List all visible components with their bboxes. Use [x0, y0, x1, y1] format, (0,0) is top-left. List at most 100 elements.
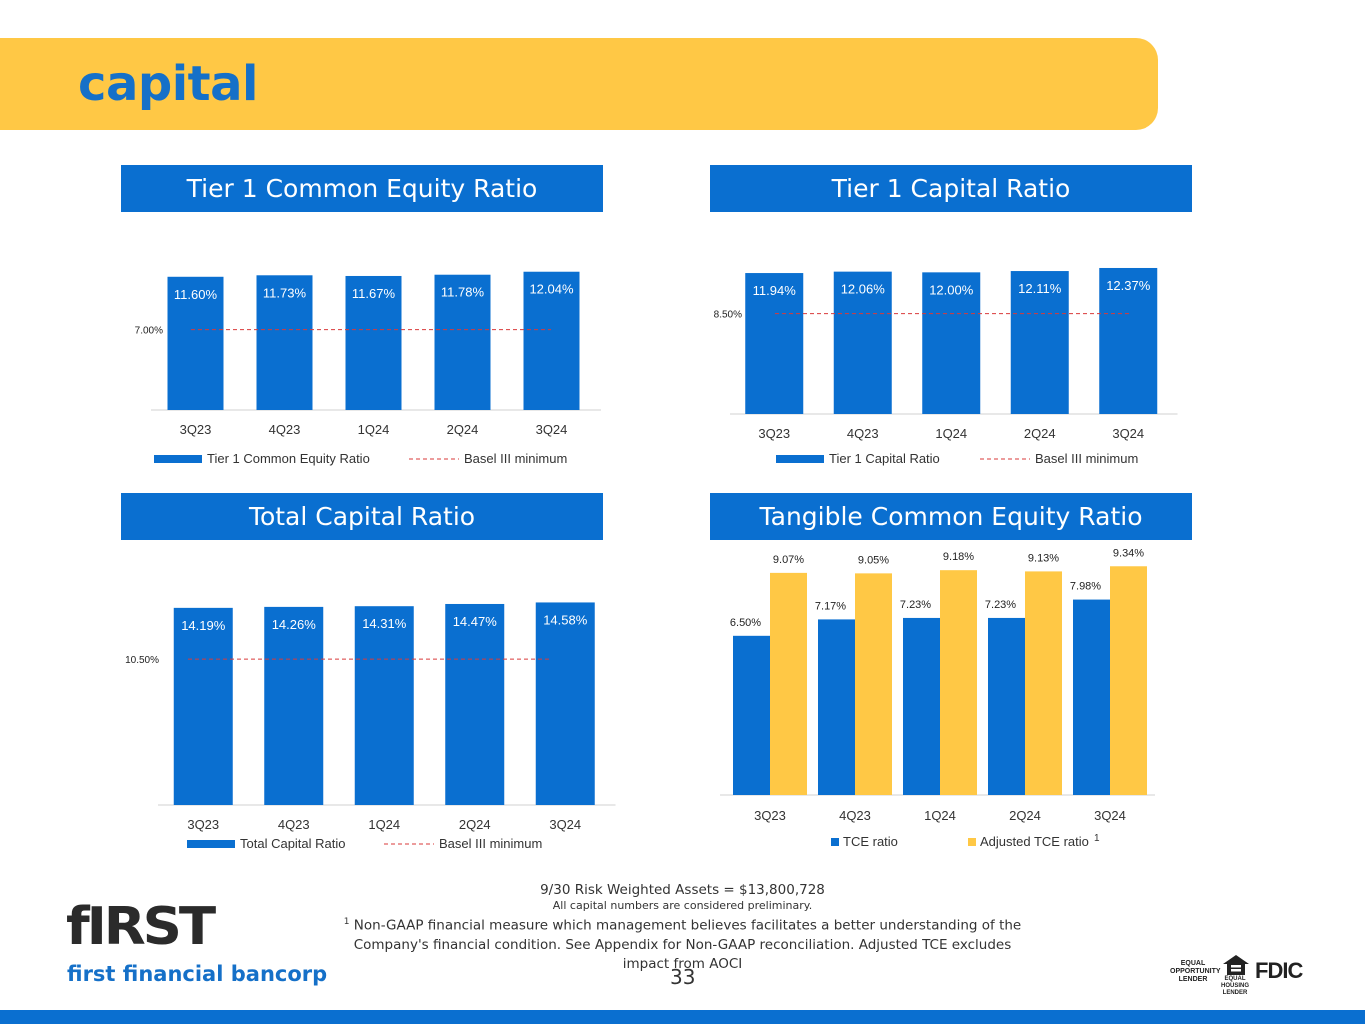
bar: [523, 271, 580, 410]
data-label: 9.05%: [858, 554, 889, 566]
legend-swatch: [187, 840, 235, 848]
x-tick-label: 3Q24: [1094, 808, 1126, 823]
chart-title-tier1-capital: Tier 1 Capital Ratio: [710, 165, 1192, 212]
data-label: 14.47%: [453, 614, 498, 629]
x-tick-label: 3Q24: [536, 422, 568, 437]
x-tick-label: 1Q24: [368, 817, 400, 832]
data-label: 14.58%: [543, 612, 588, 627]
data-label: 9.07%: [773, 554, 804, 566]
bar: [1025, 571, 1062, 795]
data-label: 11.78%: [441, 285, 485, 300]
fdic-badge: FDIC: [1255, 958, 1303, 983]
data-label: 11.73%: [263, 285, 307, 300]
legend-swatch: [831, 838, 839, 846]
data-label: 12.37%: [1106, 278, 1151, 293]
footnote-rwa: 9/30 Risk Weighted Assets = $13,800,728: [540, 882, 825, 898]
x-tick-label: 3Q24: [549, 817, 581, 832]
legend-label: Tier 1 Capital Ratio: [829, 451, 940, 466]
equal-housing-lender-badge: EQUAL HOUSING LENDER: [1220, 976, 1249, 996]
chart-title-tce: Tangible Common Equity Ratio: [710, 493, 1192, 540]
x-tick-label: 3Q23: [758, 426, 790, 441]
bar: [445, 603, 505, 805]
data-label: 7.23%: [900, 599, 931, 611]
chart-tier1-common-equity: 11.60% 3Q23 11.73% 4Q23 11.67% 1Q24 11.78% 2Q24…: [135, 271, 601, 466]
page-title: capital: [78, 56, 258, 112]
x-tick-label: 3Q23: [180, 422, 212, 437]
legend-swatch: [776, 455, 824, 463]
footnote-non-gaap-text: Non-GAAP financial measure which managem…: [349, 917, 1022, 972]
company-logo-name: first financial bancorp: [67, 962, 328, 986]
bar: [733, 635, 770, 795]
bar: [922, 272, 981, 414]
bar: [855, 573, 892, 795]
data-label: 6.50%: [730, 617, 761, 629]
x-tick-label: 1Q24: [935, 426, 967, 441]
chart-title-tier1-common: Tier 1 Common Equity Ratio: [121, 165, 603, 212]
footnote-non-gaap: 1 Non-GAAP financial measure which manag…: [330, 913, 1035, 974]
data-label: 9.18%: [943, 551, 974, 563]
data-label: 12.11%: [1018, 281, 1062, 296]
legend-label: Basel III minimum: [1035, 451, 1138, 466]
bar: [988, 617, 1025, 795]
bar: [173, 607, 233, 805]
bar: [434, 274, 491, 410]
bar: [770, 572, 807, 795]
data-label: 12.04%: [529, 282, 574, 297]
x-tick-label: 4Q23: [839, 808, 871, 823]
company-logo-wordmark: fIRST: [66, 897, 216, 957]
footnote-preliminary: All capital numbers are considered preli…: [552, 899, 813, 912]
data-label: 7.23%: [985, 599, 1016, 611]
reference-line-label: 8.50%: [714, 310, 742, 321]
x-tick-label: 3Q23: [187, 817, 219, 832]
bar: [745, 273, 804, 414]
bar: [345, 275, 402, 410]
x-tick-label: 2Q24: [459, 817, 491, 832]
data-label: 7.98%: [1070, 581, 1101, 593]
footnote-marker: 1: [343, 917, 350, 927]
x-tick-label: 4Q23: [269, 422, 301, 437]
legend-superscript: 1: [1094, 833, 1100, 844]
legend-label: Tier 1 Common Equity Ratio: [207, 451, 370, 466]
data-label: 11.67%: [352, 286, 396, 301]
bar: [903, 617, 940, 795]
chart-tier1-capital: 11.94% 3Q23 12.06% 4Q23 12.00% 1Q24 12.11% 2Q24…: [714, 267, 1178, 466]
legend-swatch: [968, 838, 976, 846]
bar: [264, 606, 324, 805]
x-tick-label: 2Q24: [1009, 808, 1041, 823]
page-number: 33: [670, 965, 696, 989]
data-label: 11.94%: [753, 283, 797, 298]
equal-housing-icon: [1223, 955, 1249, 975]
bar: [833, 271, 892, 414]
data-label: 14.26%: [272, 617, 317, 632]
x-tick-label: 1Q24: [924, 808, 956, 823]
data-label: 11.60%: [174, 287, 218, 302]
x-tick-label: 4Q23: [847, 426, 879, 441]
x-tick-label: 2Q24: [1024, 426, 1056, 441]
header-band: [0, 38, 1158, 130]
legend-label: TCE ratio: [843, 834, 898, 849]
reference-line-label: 7.00%: [135, 326, 163, 337]
data-label: 9.13%: [1028, 552, 1059, 564]
x-tick-label: 1Q24: [358, 422, 390, 437]
legend-label: Total Capital Ratio: [240, 836, 346, 851]
bar: [1110, 566, 1147, 795]
data-label: 9.34%: [1113, 547, 1144, 559]
x-tick-label: 2Q24: [447, 422, 479, 437]
x-tick-label: 3Q23: [754, 808, 786, 823]
legend-label: Basel III minimum: [439, 836, 542, 851]
data-label: 12.06%: [841, 282, 886, 297]
legend-label: Basel III minimum: [464, 451, 567, 466]
bar: [1010, 271, 1069, 414]
bar: [1073, 599, 1110, 795]
bottom-bar: [0, 1010, 1365, 1024]
x-tick-label: 3Q24: [1112, 426, 1144, 441]
legend-swatch: [154, 455, 202, 463]
data-label: 14.19%: [181, 618, 226, 633]
chart-title-total-capital: Total Capital Ratio: [121, 493, 603, 540]
bar: [167, 276, 224, 410]
data-label: 14.31%: [362, 616, 407, 631]
data-label: 12.00%: [929, 282, 974, 297]
bar: [535, 602, 595, 805]
bar: [818, 619, 855, 795]
legend-label: Adjusted TCE ratio: [980, 834, 1089, 849]
